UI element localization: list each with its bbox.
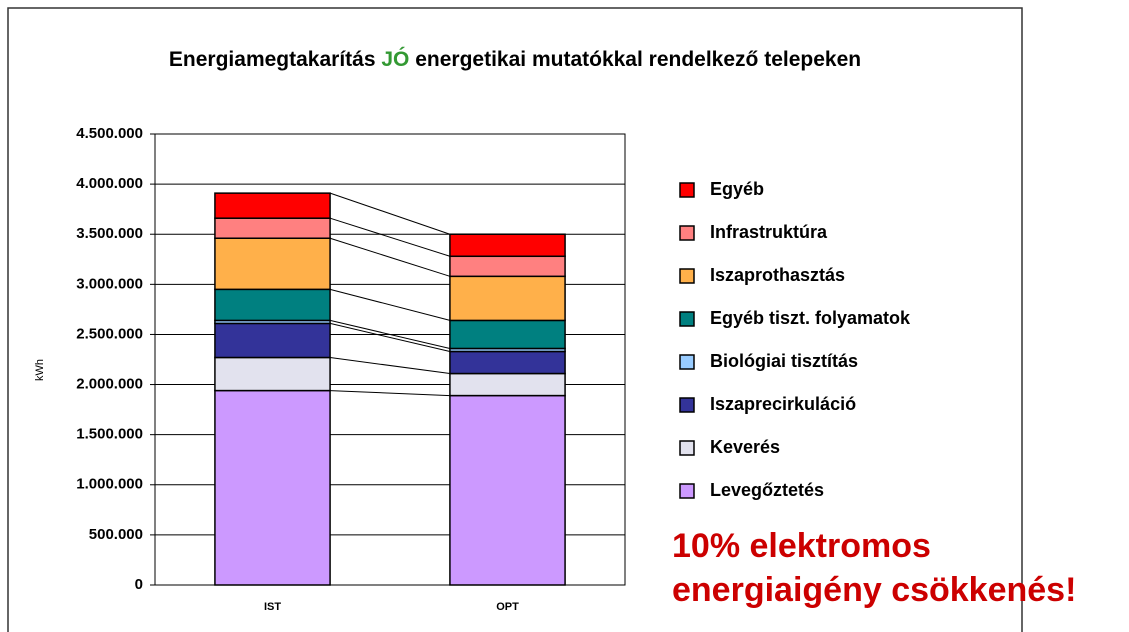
y-tick-label: 4.500.000 — [76, 125, 143, 142]
legend-label: Iszaprothasztás — [710, 265, 845, 285]
y-tick-label: 2.000.000 — [76, 376, 143, 393]
legend-swatch — [679, 268, 695, 284]
legend-swatch — [679, 311, 695, 327]
bar-segment — [449, 372, 566, 397]
legend-swatch — [679, 182, 695, 198]
bar-segment — [214, 288, 331, 322]
y-tick-label: 1.500.000 — [76, 426, 143, 443]
legend-label: Levegőztetés — [710, 480, 824, 500]
connector-line — [329, 192, 451, 235]
bar-segment — [214, 322, 331, 359]
annotation: energiaigény csökkenés! — [672, 571, 1076, 609]
legend-label: Egyéb — [710, 179, 764, 199]
annotation: 10% elektromos — [672, 527, 931, 565]
connector-line — [329, 319, 451, 349]
legend-swatch — [679, 483, 695, 499]
y-tick-label: 1.000.000 — [76, 476, 143, 493]
y-tick-label: 4.000.000 — [76, 175, 143, 192]
connector-line — [329, 322, 451, 352]
bar-segment — [449, 319, 566, 350]
y-axis-label: kWh — [34, 359, 46, 381]
title-highlight: JÓ — [381, 47, 409, 71]
legend-label: Iszaprecirkuláció — [710, 394, 856, 414]
y-tick-label: 2.500.000 — [76, 325, 143, 342]
bar-segment — [449, 275, 566, 322]
y-tick-label: 0 — [135, 576, 143, 593]
bar-segment — [449, 394, 566, 586]
bar-segment — [214, 192, 331, 219]
legend-label: Infrastruktúra — [710, 222, 828, 242]
bar-segment — [214, 389, 331, 586]
bar-segment — [449, 255, 566, 278]
connector-line — [329, 237, 451, 277]
frame — [7, 7, 1023, 632]
chart-title: Energiamegtakarítás JÓ energetikai mutat… — [169, 47, 861, 71]
connector-line — [330, 356, 450, 375]
title-part: energetikai mutatókkal rendelkező telepe… — [415, 48, 861, 71]
legend-swatch — [679, 354, 695, 370]
legend-label: Biológiai tisztítás — [710, 351, 858, 371]
bar-segment — [214, 217, 331, 239]
connector-line — [330, 390, 450, 397]
x-tick-label: OPT — [496, 601, 519, 613]
legend-swatch — [679, 397, 695, 413]
bar-segment — [214, 356, 331, 392]
bar-segment — [449, 350, 566, 375]
connector-line — [329, 217, 451, 257]
legend-label: Keverés — [710, 437, 780, 457]
y-tick-label: 3.500.000 — [76, 225, 143, 242]
bar-segment — [449, 233, 566, 258]
x-tick-label: IST — [264, 601, 281, 613]
connector-line — [329, 288, 451, 321]
title-part: Energiamegtakarítás — [169, 48, 376, 71]
legend-swatch — [679, 225, 695, 241]
legend-swatch — [679, 440, 695, 456]
legend-label: Egyéb tiszt. folyamatok — [710, 308, 911, 328]
y-tick-label: 3.000.000 — [76, 275, 143, 292]
bar-segment — [214, 237, 331, 291]
y-tick-label: 500.000 — [89, 526, 143, 543]
